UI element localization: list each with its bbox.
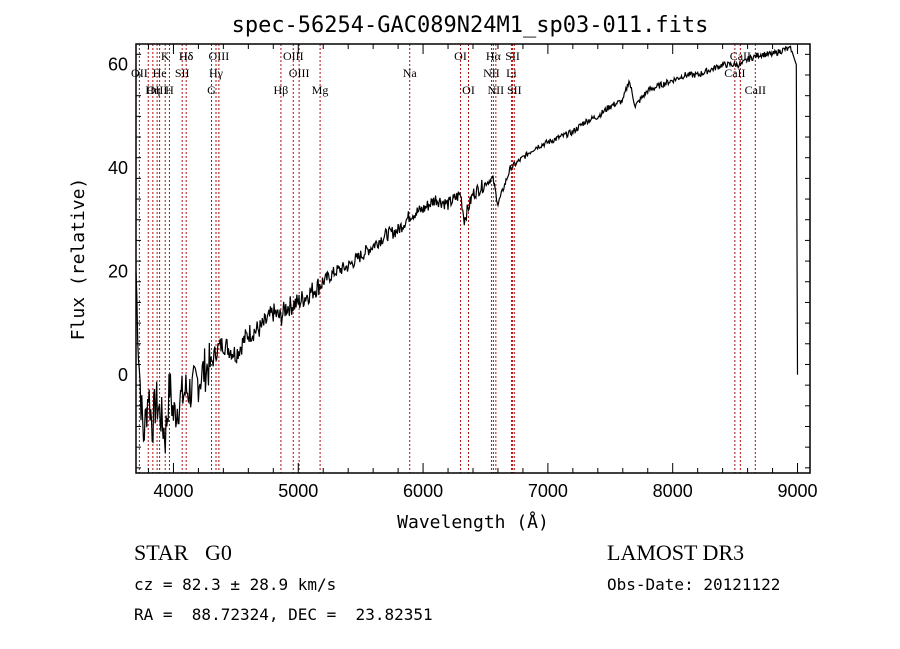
line-label-r2-5: Na <box>403 66 418 80</box>
survey-name: LAMOST DR3 <box>607 540 745 565</box>
x-axis-label: Wavelength (Å) <box>397 511 549 533</box>
line-label-r1-8: CaII <box>730 49 751 63</box>
line-label-r2-0: OII <box>131 66 148 80</box>
line-label-r1-5: OI <box>454 49 467 63</box>
line-label-r2-4: OIII <box>289 66 310 80</box>
y-tick-label-0: 0 <box>118 365 128 385</box>
y-axis-ticks: 0 20 40 60 <box>108 53 810 469</box>
line-label-r3-1: Hη <box>145 83 160 97</box>
line-label-r1-3: OIII <box>209 49 230 63</box>
line-label-r3-3: G <box>207 83 216 97</box>
y-tick-label-60: 60 <box>108 55 128 75</box>
line-label-r3-7: NII <box>488 83 505 97</box>
x-axis-ticks: 4000 5000 6000 7000 8000 9000 <box>147 44 818 501</box>
line-label-r3-9: CaII <box>745 83 766 97</box>
line-label-r1-0: Hδ <box>179 49 194 63</box>
line-label-r3-2: H <box>165 83 174 97</box>
flux-series-line <box>135 45 799 453</box>
plot-frame <box>135 43 811 474</box>
x-tick-label-5000: 5000 <box>278 481 318 501</box>
line-label-r3-5: Mg <box>312 83 329 97</box>
line-label-r2-6: NII <box>483 66 500 80</box>
y-tick-label-40: 40 <box>108 158 128 178</box>
line-label-r2-3: Hγ <box>209 66 224 80</box>
sky-coordinates: RA = 88.72324, DEC = 23.82351 <box>134 605 433 624</box>
line-label-r2-8: CaII <box>724 66 745 80</box>
line-label-r3-8: SII <box>507 83 522 97</box>
x-tick-label-9000: 9000 <box>777 481 817 501</box>
observation-date: Obs-Date: 20121122 <box>607 575 781 594</box>
emission-line-markers <box>138 44 756 473</box>
x-tick-label-7000: 7000 <box>528 481 568 501</box>
line-label-r1-6: Hα <box>486 49 502 63</box>
object-classification: STAR G0 <box>134 540 232 565</box>
line-label-r1-4: OIII <box>283 49 304 63</box>
redshift-velocity: cz = 82.3 ± 28.9 km/s <box>134 575 337 594</box>
y-axis-label: Flux (relative) <box>68 178 89 341</box>
line-label-r1-1: K <box>161 49 170 63</box>
line-label-r3-4: Hβ <box>274 83 289 97</box>
line-label-r1-7: SII <box>505 49 520 63</box>
chart-title: spec-56254-GAC089N24M1_sp03-011.fits <box>232 13 709 38</box>
line-label-r2-2: SII <box>175 66 190 80</box>
line-label-r3-6: OI <box>462 83 475 97</box>
line-label-r3-0: OIII <box>147 83 168 97</box>
x-tick-label-8000: 8000 <box>653 481 693 501</box>
x-tick-label-6000: 6000 <box>403 481 443 501</box>
x-tick-label-4000: 4000 <box>153 481 193 501</box>
line-label-r1-2: Hδ <box>179 49 194 63</box>
line-label-r2-1: He <box>153 66 167 80</box>
line-label-r2-7: Li <box>506 66 517 80</box>
y-tick-label-20: 20 <box>108 261 128 281</box>
